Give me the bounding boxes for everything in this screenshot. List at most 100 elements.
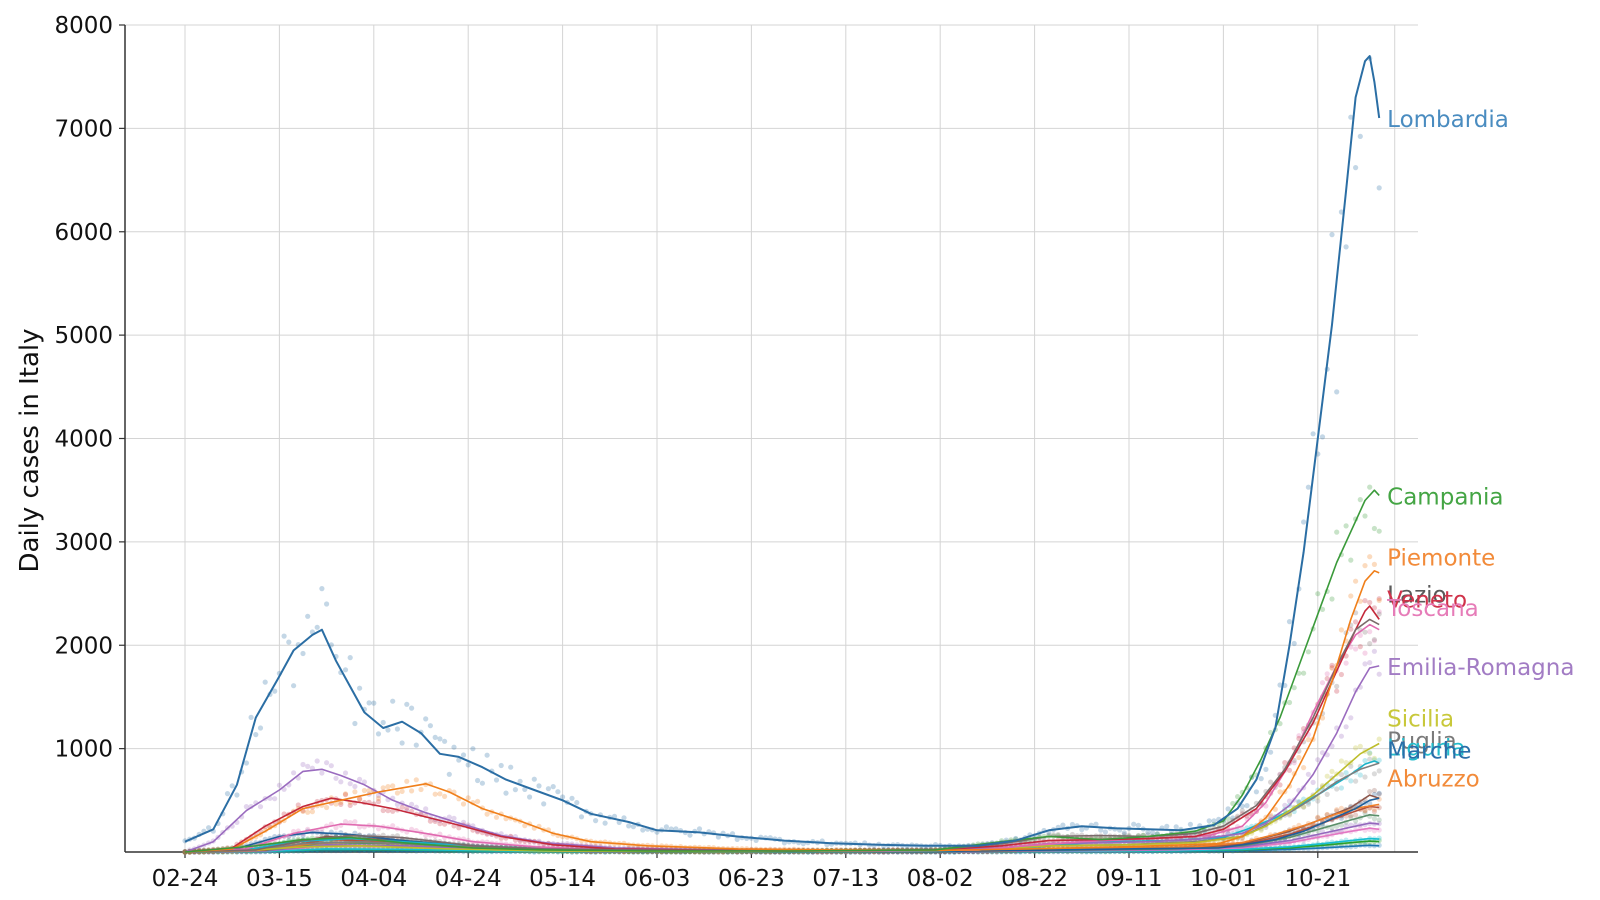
scatter-point (309, 809, 315, 815)
scatter-point (375, 731, 382, 737)
scatter-point (475, 798, 481, 805)
scatter-point (1296, 754, 1302, 761)
scatter-point (423, 806, 429, 812)
scatter-point (366, 700, 372, 706)
scatter-point (342, 770, 349, 776)
scatter-point (1305, 771, 1311, 777)
scatter-point (1371, 816, 1377, 822)
scatter-point (1367, 554, 1373, 560)
scatter-point (1343, 660, 1349, 666)
scatter-point (498, 762, 504, 769)
scatter-point (1334, 683, 1340, 690)
scatter-point (578, 814, 585, 820)
scatter-point (1301, 765, 1307, 771)
scatter-point (324, 804, 330, 811)
scatter-point (371, 700, 377, 706)
x-tick-label: 04-04 (340, 866, 407, 892)
scatter-point (1362, 808, 1368, 814)
scatter-point (1334, 807, 1340, 813)
scatter-point (508, 764, 514, 770)
scatter-point (460, 752, 467, 758)
scatter-point (626, 823, 632, 829)
scatter-point (493, 777, 500, 783)
scatter-point (1353, 578, 1359, 584)
scatter-point (1371, 755, 1377, 761)
x-axis-ticks: 02-24 03-15 04-04 04-24 05-14 06-03 06-23 07-13… (152, 852, 1351, 892)
scatter-point (1376, 736, 1382, 742)
scatter-point (1376, 528, 1382, 534)
scatter-point (1376, 791, 1382, 797)
y-tick-label: 4000 (54, 427, 113, 453)
scatter-point (300, 761, 306, 768)
scatter-point (1338, 627, 1344, 633)
scatter-point (484, 752, 490, 758)
scatter-point (409, 705, 415, 711)
scatter-point (593, 818, 599, 824)
scatter-point (262, 679, 268, 685)
scatter-point (342, 791, 349, 797)
scatter-point (1329, 596, 1335, 602)
scatter-point (328, 763, 334, 769)
scatter-point (1367, 756, 1373, 762)
scatter-point (555, 789, 561, 795)
scatter-point (1362, 650, 1368, 656)
scatter-point (319, 586, 325, 592)
gridlines (125, 24, 1418, 852)
scatter-point (1343, 823, 1349, 829)
scatter-point (1338, 805, 1344, 812)
scatter-point (1371, 808, 1377, 815)
scatter-point (272, 796, 278, 802)
scatter-point (385, 784, 391, 790)
scatter-point (1334, 529, 1340, 535)
scatter-point (1367, 789, 1373, 795)
x-tick-label: 06-23 (718, 866, 785, 892)
scatter-point (1286, 699, 1293, 706)
scatter-point (375, 795, 382, 802)
scatter-point (352, 819, 358, 825)
scatter-point (432, 791, 438, 797)
scatter-point (404, 778, 410, 784)
scatter-point (531, 776, 537, 782)
scatter-point (390, 783, 396, 789)
scatter-point (1362, 810, 1368, 816)
scatter-point (465, 762, 471, 768)
y-tick-label: 5000 (54, 323, 113, 349)
scatter-point (319, 770, 325, 776)
scatter-point (300, 650, 306, 657)
scatter-point (1371, 771, 1377, 777)
scatter-point (1305, 649, 1311, 655)
scatter-point (380, 785, 386, 791)
scatter-point (1376, 597, 1382, 604)
y-tick-label: 1000 (54, 737, 113, 763)
scatter-point (291, 770, 297, 776)
scatter-point (1362, 629, 1368, 635)
scatter-point (432, 734, 438, 741)
scatter-point (1376, 790, 1382, 796)
scatter-point (1334, 786, 1340, 792)
scatter-point (1353, 619, 1359, 625)
scatter-point (352, 789, 358, 795)
scatter-point (1371, 806, 1377, 812)
scatter-point (574, 800, 580, 806)
scatter-point (352, 783, 358, 790)
scatter-point (437, 736, 443, 742)
scatter-point (380, 719, 386, 726)
scatter-point (1371, 561, 1377, 568)
scatter-point (1315, 815, 1321, 821)
scatter-point (248, 714, 254, 721)
scatter-point (342, 819, 349, 825)
scatter-point (1324, 791, 1330, 798)
scatter-point (1353, 646, 1359, 652)
scatter-point (536, 783, 542, 789)
x-tick-label: 10-21 (1284, 866, 1351, 892)
scatter-point (1348, 814, 1354, 820)
scatter-point (1367, 660, 1373, 666)
scatter-point (1315, 814, 1321, 820)
scatter-point (1376, 835, 1382, 841)
x-tick-label: 03-15 (246, 866, 313, 892)
scatter-point (1376, 827, 1382, 833)
scatter-point (253, 732, 259, 738)
scatter-point (1343, 523, 1349, 529)
scatter-point (361, 787, 367, 794)
